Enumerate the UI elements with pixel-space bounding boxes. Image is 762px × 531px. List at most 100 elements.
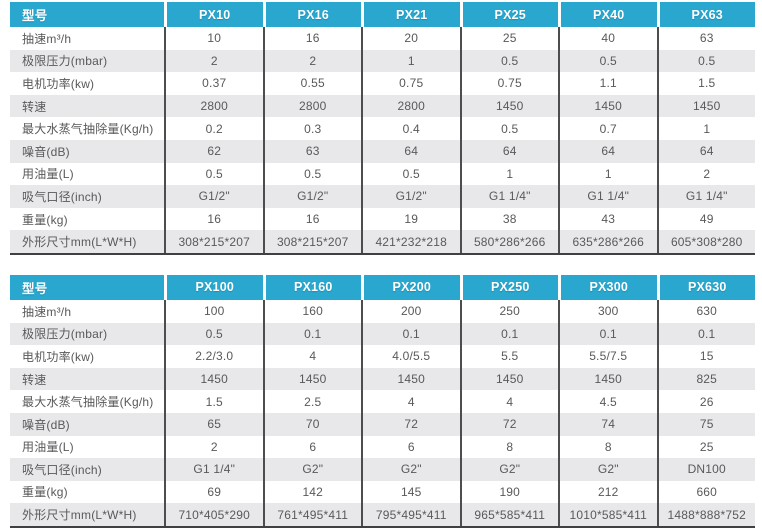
spec-value: 0.5 [262,162,362,186]
model-header: PX250 [459,274,558,300]
model-header: PX160 [262,274,361,300]
spec-value: 1450 [262,367,362,391]
spec-value: 795*495*411 [361,503,460,526]
spec-value: 1010*585*411 [558,503,657,526]
spec-value: 1.5 [656,72,756,95]
spec-value: 160 [262,299,362,323]
spec-value: 20 [361,27,460,50]
spec-value: 2 [164,49,263,73]
model-header: PX10 [164,2,263,27]
spec-value: 4 [459,390,559,413]
spec-value: 0.3 [262,117,362,140]
spec-value: 2 [656,162,756,186]
spec-value: 421*232*218 [361,230,460,253]
spec-value: 16 [262,207,362,231]
spec-value: 2.2/3.0 [164,345,263,368]
spec-value: 0.5 [459,117,559,140]
spec-value: 2800 [361,94,460,118]
row-label: 抽速m³/h [22,31,72,46]
spec-value: 64 [656,139,756,163]
spec-value: 19 [361,207,460,231]
spec-value: 2800 [164,94,263,118]
table-row: 转速 1450 1450 1450 1450 1450 825 [10,367,755,391]
spec-value: 965*585*411 [459,503,559,526]
spec-value: 145 [361,480,460,504]
spec-value: 25 [459,27,559,50]
spec-value: 0.5 [164,322,263,346]
row-label: 吸气口径(inch) [22,189,103,204]
row-label: 最大水蒸气抽除量(Kg/h) [22,122,154,137]
spec-value: 1 [361,49,460,73]
table-row: 重量(kg) 16 16 19 38 43 49 [10,207,755,231]
spec-value: 8 [558,435,657,459]
spec-value: 0.37 [164,72,263,95]
spec-value: G1 1/4" [164,458,263,481]
row-label: 外形尺寸mm(L*W*H) [22,235,137,250]
spec-table-px100-px630: 型号 PX100 PX160 PX200 PX250 PX300 PX630 抽速m³/h 10… [10,274,756,528]
spec-value: G1/2" [164,185,263,208]
model-header: PX16 [262,2,361,27]
row-label: 重量(kg) [22,212,68,227]
spec-value: 1450 [459,94,559,118]
spec-value: 2 [164,435,263,459]
row-label: 用油量(L) [22,167,74,182]
spec-value: 26 [656,390,756,413]
table-row: 噪音(dB) 62 63 64 64 64 64 [10,139,756,163]
spec-value: 1.5 [164,390,263,413]
row-label: 用油量(L) [22,440,74,455]
spec-value: 1450 [656,94,756,118]
spec-value: 8 [459,435,559,459]
spec-value: 1 [459,162,559,186]
row-label: 电机功率(kw) [22,349,95,364]
spec-value: 1450 [164,367,263,391]
spec-value: 38 [459,207,559,231]
spec-value: 72 [361,412,460,436]
spec-value: 0.5 [361,162,460,186]
table-header-row: 型号 PX100 PX160 PX200 PX250 PX300 PX630 [10,274,755,300]
spec-value: 190 [459,480,559,504]
spec-value: 0.5 [656,49,756,73]
spec-value: G2" [361,458,460,481]
spec-value: 0.4 [361,117,460,140]
spec-value: 580*286*266 [459,230,559,253]
spec-value: G1 1/4" [459,185,559,208]
table-row: 电机功率(kw) 0.37 0.55 0.75 0.75 1.1 1.5 [10,72,755,95]
spec-value: 200 [361,299,460,323]
spec-value: 16 [262,27,362,50]
spec-value: 74 [558,412,657,436]
model-column-header: 型号 [10,2,164,27]
spec-value: 15 [656,345,756,368]
spec-value: 1 [558,162,657,186]
spec-value: 0.2 [164,117,263,140]
row-label: 噪音(dB) [22,417,70,432]
spec-value: 40 [558,27,657,50]
spec-value: 250 [459,299,559,323]
spec-value: 0.1 [558,322,657,346]
row-label: 噪音(dB) [22,144,70,159]
spec-value: 62 [164,139,263,163]
table-row: 最大水蒸气抽除量(Kg/h) 0.2 0.3 0.4 0.5 0.7 1 [10,117,755,140]
spec-value: 1488*888*752 [656,503,756,526]
spec-value: 75 [656,412,756,436]
row-label: 转速 [22,99,47,114]
spec-value: 5.5 [459,345,559,368]
model-header: PX200 [361,274,460,300]
spec-value: 10 [164,27,263,50]
table-row: 抽速m³/h 10 16 20 25 40 63 [10,27,755,50]
spec-value: G2" [262,458,362,481]
spec-value: 308*215*207 [164,230,263,253]
row-label: 极限压力(mbar) [22,54,108,69]
spec-value: 212 [558,480,657,504]
spec-value: 63 [262,139,362,163]
row-label: 电机功率(kw) [22,76,95,91]
spec-value: 300 [558,299,657,323]
table-row: 重量(kg) 69 142 145 190 212 660 [10,480,755,504]
spec-table-px10-px63: 型号 PX10 PX16 PX21 PX25 PX40 PX63 抽速m³/h 10 16 20 25… [10,2,755,255]
model-header: PX100 [164,274,263,300]
table-row: 最大水蒸气抽除量(Kg/h) 1.5 2.5 4 4 4.5 26 [10,390,755,413]
spec-value: 761*495*411 [262,503,362,526]
table-row: 外形尺寸mm(L*W*H) 308*215*207 308*215*207 421*2… [10,230,755,253]
model-header: PX21 [361,2,460,27]
spec-value: 0.7 [558,117,657,140]
row-label: 极限压力(mbar) [22,327,108,342]
